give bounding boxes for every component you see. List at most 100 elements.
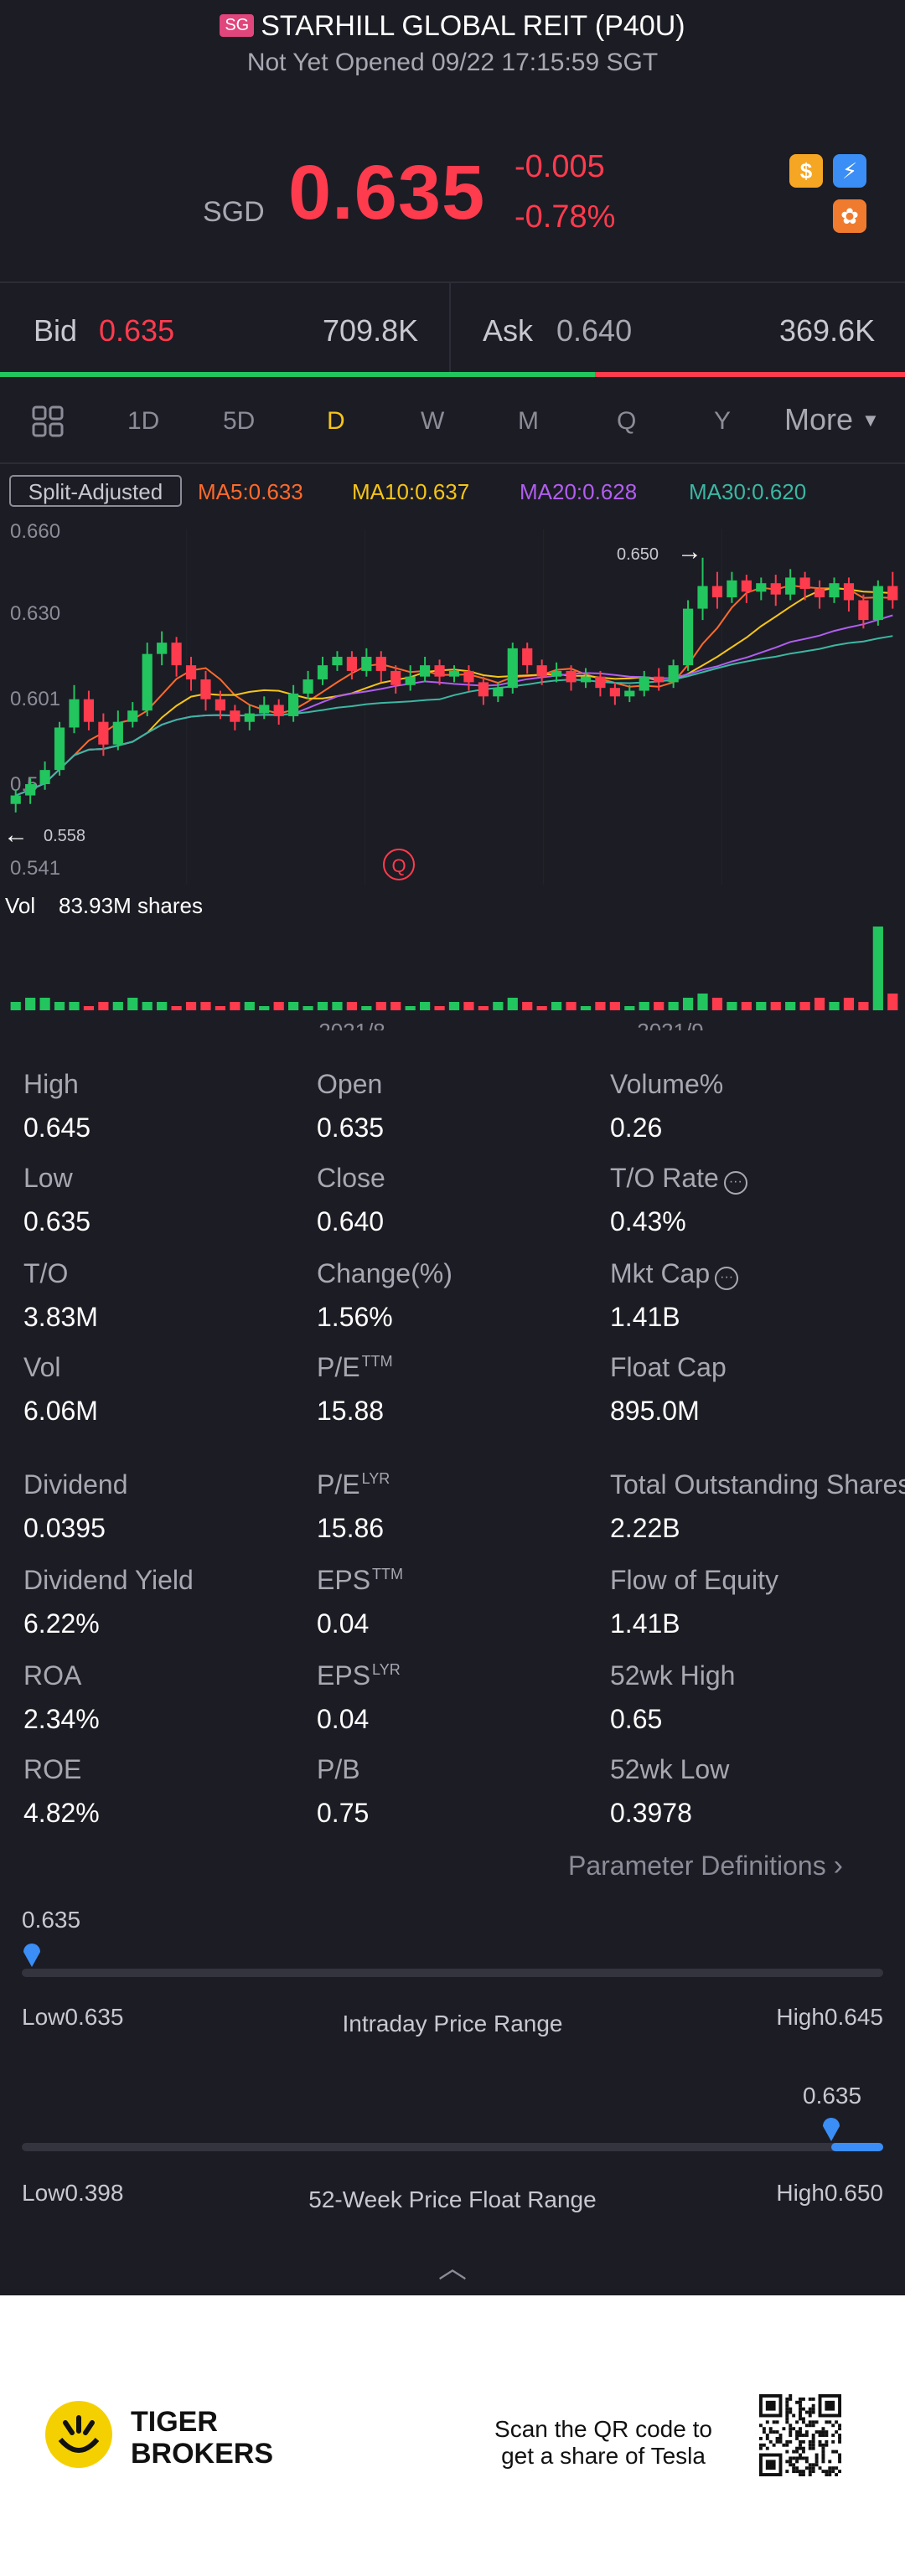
stat-label-text: 52wk High bbox=[610, 1660, 736, 1691]
stat-value: 0.635 bbox=[317, 1112, 385, 1143]
volume-bar bbox=[200, 1002, 211, 1010]
stat-value: 895.0M bbox=[610, 1396, 700, 1426]
kline-chart[interactable]: Split-Adjusted MA5:0.633 MA10:0.637 MA20… bbox=[0, 466, 905, 1044]
volume-bar bbox=[420, 1002, 431, 1010]
stat-label: T/O Rate ··· bbox=[610, 1163, 747, 1195]
stat-value: 1.41B bbox=[610, 1302, 680, 1332]
candle-body bbox=[244, 713, 255, 722]
volume-bars bbox=[10, 927, 898, 1010]
candle-body bbox=[346, 657, 358, 671]
stat-label-superscript: LYR bbox=[361, 1470, 390, 1487]
candle-body bbox=[609, 688, 620, 697]
brand-line-1: TIGER bbox=[131, 2406, 218, 2438]
stat-label-text: EPS bbox=[317, 1565, 371, 1595]
candle-body bbox=[448, 670, 460, 677]
promo-footer: TIGER BROKERS Scan the QR code to get a … bbox=[0, 2295, 905, 2576]
volume-bar bbox=[390, 1002, 401, 1010]
chevron-right-icon: › bbox=[833, 1850, 843, 1882]
volume-bar bbox=[361, 1006, 372, 1010]
market-badge: SG bbox=[220, 14, 255, 37]
candle-body bbox=[405, 676, 416, 685]
tab-m[interactable]: M bbox=[518, 407, 539, 435]
x-tick-label: 2021/9 bbox=[637, 1019, 704, 1030]
ask-price: 0.640 bbox=[556, 313, 633, 348]
stat-label-text: EPS bbox=[317, 1660, 371, 1691]
volume-bar bbox=[171, 1006, 182, 1010]
candle-body bbox=[288, 693, 299, 716]
stat-value: 6.06M bbox=[23, 1396, 98, 1426]
gift-icon[interactable]: ✿ bbox=[833, 199, 866, 233]
more-info-icon[interactable]: ··· bbox=[723, 1171, 747, 1195]
promo-text-2: get a share of Tesla bbox=[501, 2443, 706, 2469]
candle-body bbox=[551, 670, 562, 677]
stat-label-text: Mkt Cap bbox=[610, 1258, 711, 1288]
y-tick-label: 0.601 bbox=[10, 688, 60, 710]
volume-bar bbox=[493, 1002, 504, 1010]
stat-label-text: Change(%) bbox=[317, 1258, 452, 1288]
param-defs-label: Parameter Definitions bbox=[568, 1851, 826, 1881]
more-info-icon[interactable]: ··· bbox=[715, 1267, 739, 1290]
volume-bar bbox=[609, 1002, 620, 1010]
candle-body bbox=[536, 665, 547, 677]
intraday-range-track bbox=[22, 1969, 883, 1977]
candle-body bbox=[112, 721, 123, 745]
volume-bar bbox=[463, 1002, 474, 1010]
volume-bar bbox=[682, 998, 694, 1010]
stat-label-text: Total Outstanding Shares bbox=[610, 1469, 905, 1500]
volume-bar bbox=[756, 1002, 767, 1010]
stat-label-text: Volume% bbox=[610, 1069, 724, 1099]
stock-title: SG STARHILL GLOBAL REIT (P40U) bbox=[0, 10, 905, 43]
stat-label: Dividend bbox=[23, 1469, 128, 1500]
arrow-right-icon: → bbox=[677, 538, 702, 565]
flash-icon[interactable]: ⚡ bbox=[833, 154, 866, 188]
candle-body bbox=[375, 657, 386, 671]
volume-bar bbox=[843, 998, 855, 1010]
stat-label: Open bbox=[317, 1069, 382, 1100]
volume-bar bbox=[54, 1002, 65, 1010]
split-adjusted-box[interactable] bbox=[9, 475, 182, 507]
tab-more-label: More bbox=[784, 402, 854, 436]
last-price: 0.635 bbox=[288, 150, 486, 235]
candle-body bbox=[887, 586, 898, 601]
tab-q[interactable]: Q bbox=[617, 407, 637, 435]
stat-label: Flow of Equity bbox=[610, 1565, 778, 1596]
tab-d[interactable]: D bbox=[327, 407, 345, 435]
candle-body bbox=[157, 643, 168, 654]
stat-value: 1.56% bbox=[317, 1302, 393, 1332]
week52-range-track bbox=[22, 2143, 883, 2151]
qr-code-icon[interactable] bbox=[759, 2394, 841, 2476]
tab-1d[interactable]: 1D bbox=[127, 407, 160, 435]
stat-label-text: Low bbox=[23, 1163, 73, 1193]
parameter-definitions-link[interactable]: Parameter Definitions › bbox=[568, 1850, 843, 1882]
candle-body bbox=[185, 665, 197, 680]
bid-ask-divider bbox=[449, 283, 451, 377]
ask-label: Ask bbox=[483, 313, 534, 348]
stat-value: 15.86 bbox=[317, 1513, 385, 1543]
period-tabs: 1D 5D D W M Q Y More ▼ bbox=[0, 377, 905, 464]
volume-bar bbox=[711, 998, 723, 1010]
volume-bar bbox=[668, 1002, 679, 1010]
candle-body bbox=[230, 710, 240, 722]
tab-more[interactable]: More ▼ bbox=[784, 402, 880, 437]
tab-w[interactable]: W bbox=[421, 407, 445, 435]
volume-bar bbox=[580, 1006, 592, 1010]
volume-bar bbox=[770, 1002, 781, 1010]
tab-5d[interactable]: 5D bbox=[223, 407, 256, 435]
volume-bar bbox=[259, 1006, 270, 1010]
candle-body bbox=[142, 653, 153, 711]
dollar-icon[interactable]: $ bbox=[789, 154, 823, 188]
intraday-title: Intraday Price Range bbox=[342, 2011, 563, 2037]
q-marker-circle[interactable] bbox=[383, 849, 415, 880]
grid-icon[interactable] bbox=[32, 405, 64, 437]
candles bbox=[10, 557, 898, 813]
tab-y[interactable]: Y bbox=[714, 407, 732, 435]
intraday-current-value: 0.635 bbox=[22, 1907, 81, 1933]
chevron-up-icon[interactable]: ︿ bbox=[438, 2253, 467, 2284]
kline-svg[interactable]: Split-Adjusted MA5:0.633 MA10:0.637 MA20… bbox=[0, 466, 905, 1044]
volume-bar bbox=[185, 1002, 197, 1010]
intraday-high: High0.645 bbox=[776, 2004, 883, 2030]
x-tick-label: 2021/8 bbox=[318, 1019, 385, 1030]
candle-body bbox=[317, 665, 328, 680]
stat-label: 52wk Low bbox=[610, 1754, 729, 1785]
stat-label: Change(%) bbox=[317, 1258, 452, 1289]
